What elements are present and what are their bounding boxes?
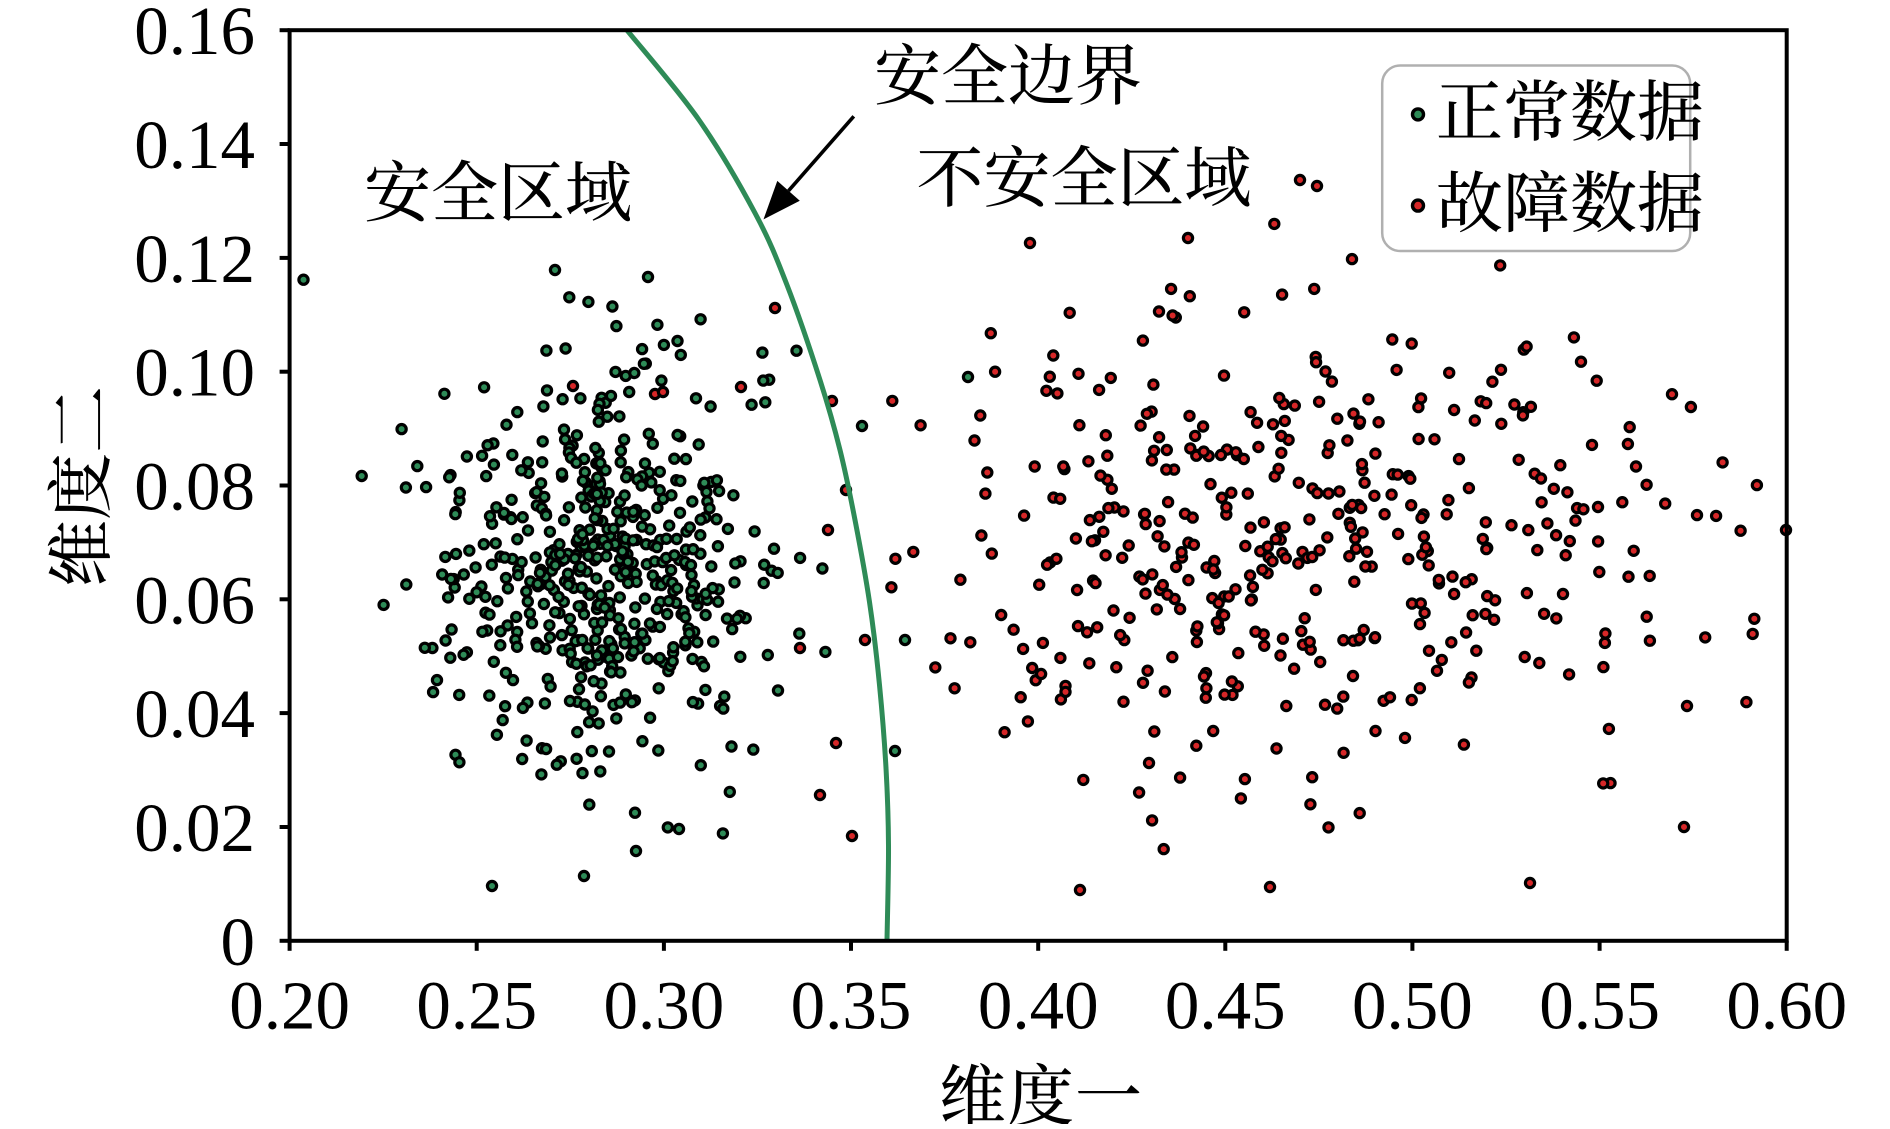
svg-text:0.30: 0.30 — [604, 968, 725, 1044]
svg-text:0.04: 0.04 — [134, 676, 255, 752]
svg-text:0.60: 0.60 — [1726, 968, 1847, 1044]
svg-text:0.20: 0.20 — [229, 968, 350, 1044]
svg-text:0.35: 0.35 — [791, 968, 912, 1044]
svg-text:0.16: 0.16 — [134, 0, 255, 69]
svg-text:0.02: 0.02 — [134, 790, 255, 866]
svg-text:0.25: 0.25 — [416, 968, 537, 1044]
svg-text:0.12: 0.12 — [134, 221, 255, 297]
svg-text:0.14: 0.14 — [134, 107, 255, 183]
svg-text:0.45: 0.45 — [1165, 968, 1286, 1044]
svg-text:0.40: 0.40 — [978, 968, 1099, 1044]
svg-text:0.06: 0.06 — [134, 562, 255, 638]
svg-text:0.50: 0.50 — [1352, 968, 1473, 1044]
svg-text:0: 0 — [221, 904, 256, 980]
svg-text:0.55: 0.55 — [1539, 968, 1660, 1044]
svg-text:0.10: 0.10 — [134, 335, 255, 411]
svg-text:0.08: 0.08 — [134, 449, 255, 525]
